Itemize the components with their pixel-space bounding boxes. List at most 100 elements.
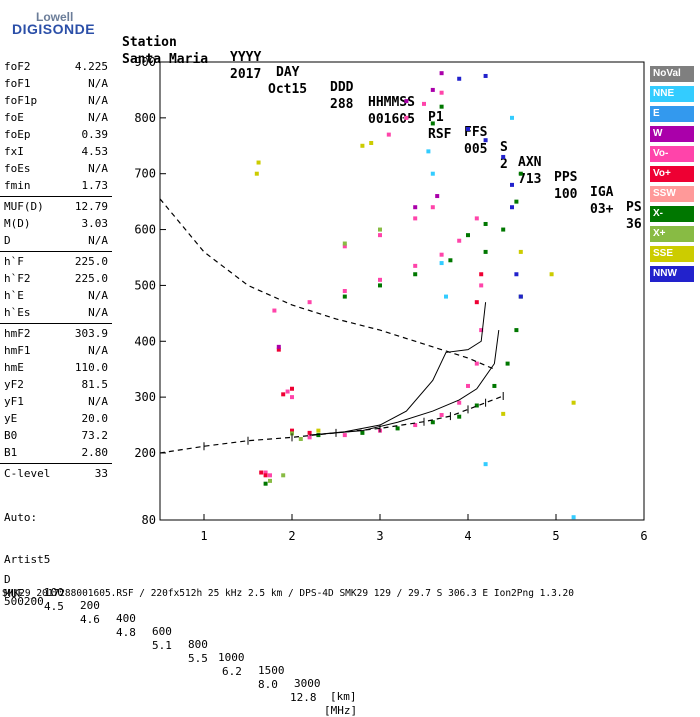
echo-point	[510, 205, 514, 210]
hdr-ffs-val: 005	[464, 142, 488, 157]
echo-point	[439, 104, 444, 109]
echo-point	[514, 328, 519, 333]
echo-point	[457, 400, 462, 405]
legend-item: W	[650, 126, 694, 142]
traces-group	[159, 198, 504, 457]
plot-frame	[159, 61, 645, 521]
echo-point	[342, 433, 347, 438]
echo-point	[466, 383, 470, 388]
legend-item: NNW	[650, 266, 694, 282]
echo-point	[413, 263, 418, 268]
echo-point	[439, 252, 444, 257]
echo-point	[474, 403, 479, 408]
echo-point	[571, 515, 576, 520]
echo-point	[263, 481, 268, 486]
param-name: hmF1	[4, 344, 31, 357]
echo-point	[483, 221, 488, 226]
echo-point	[404, 99, 409, 104]
echo-point	[307, 300, 312, 305]
param-row: M(D) 3.03	[4, 215, 108, 232]
param-row: h`F2 225.0	[4, 270, 108, 287]
param-value: N/A	[88, 234, 108, 247]
echo-point	[413, 205, 418, 210]
echo-point	[483, 73, 488, 78]
echo-point	[483, 462, 488, 467]
echo-point	[479, 272, 484, 277]
echo-point	[518, 171, 523, 176]
echo-point	[501, 154, 506, 159]
d-value: 1000	[218, 651, 245, 664]
muf-value: 5.1	[152, 639, 172, 652]
hdr-axn-val: 713	[518, 172, 542, 187]
d-value: 800	[188, 638, 208, 651]
echo-point	[307, 435, 312, 440]
echo-point	[439, 412, 444, 417]
echo-point	[430, 121, 435, 126]
param-value: N/A	[88, 395, 108, 408]
echo-point	[290, 395, 294, 400]
y-tick-label: 500	[134, 278, 156, 292]
param-name: h`E	[4, 289, 24, 302]
hdr-ddd: DDD	[330, 80, 354, 95]
muf-value: 12.8	[290, 691, 317, 704]
param-row: fxI 4.53	[4, 143, 108, 160]
y-tick-label: 700	[134, 167, 156, 181]
hdr-pps: PPS	[554, 170, 578, 185]
hdr-hhmmss: HHMMSS	[368, 95, 415, 110]
muf-value: 6.2	[222, 665, 242, 678]
param-value: N/A	[88, 344, 108, 357]
legend-item: X+	[650, 226, 694, 242]
echo-point	[466, 233, 470, 238]
echo-point	[276, 347, 281, 352]
echo-point	[479, 283, 484, 288]
legend-item: NoVal	[650, 66, 694, 82]
x-tick-label: 2	[288, 529, 295, 543]
param-value: 303.9	[74, 327, 108, 340]
legend-item: E	[650, 106, 694, 122]
d-value: 100	[44, 586, 64, 599]
muf-value: 4.8	[116, 626, 136, 639]
y-tick-label: 200	[134, 446, 156, 460]
param-name: foEs	[4, 162, 31, 175]
param-row: foEp 0.39	[4, 126, 108, 143]
echo-point	[501, 411, 506, 416]
d-label: D	[4, 573, 11, 586]
echo-point	[378, 227, 382, 232]
param-value: 225.0	[74, 272, 108, 285]
echo-point	[378, 283, 382, 288]
y-tick-label: 800	[134, 111, 156, 125]
echo-point	[316, 433, 321, 438]
echo-point	[413, 272, 418, 277]
echo-point	[281, 473, 286, 478]
echo-point	[307, 430, 312, 435]
muf-value: 4.5	[44, 600, 64, 613]
param-value: 110.0	[74, 361, 108, 374]
echo-point	[510, 182, 514, 187]
y-tick-label: 300	[134, 390, 156, 404]
hdr-yyyy: YYYY	[230, 50, 262, 65]
echo-point	[290, 428, 294, 433]
param-separator	[0, 463, 112, 464]
param-name: yF1	[4, 395, 24, 408]
echo-point	[298, 437, 303, 442]
param-value: 0.39	[81, 128, 109, 141]
hdr-yyyy-val: 2017	[230, 67, 262, 82]
hdr-axn: AXN	[518, 155, 542, 170]
profile-solid-line	[309, 302, 487, 436]
hdr-day-val: Oct15	[268, 82, 308, 97]
hdr-p1: P1	[428, 110, 444, 125]
param-row: B1 2.80	[4, 444, 108, 461]
param-name: M(D)	[4, 217, 31, 230]
d-value: 1500	[258, 664, 285, 677]
muf-unit: [MHz]	[324, 704, 358, 717]
param-value: N/A	[88, 306, 108, 319]
axes-group: 1 2 3 4 5 6 80 200 300 400 500 600 700 800 900	[134, 55, 647, 543]
header-row-2: Santa Maria 2017 Oct15 288 001605 RSF 00…	[122, 37, 642, 232]
profile-solid-line	[309, 330, 500, 436]
echo-point	[505, 361, 510, 366]
param-row: hmF2 303.9	[4, 325, 108, 342]
echo-point	[285, 389, 290, 394]
echo-point	[483, 249, 488, 254]
echo-point	[430, 171, 435, 176]
param-value: 2.80	[81, 446, 109, 459]
